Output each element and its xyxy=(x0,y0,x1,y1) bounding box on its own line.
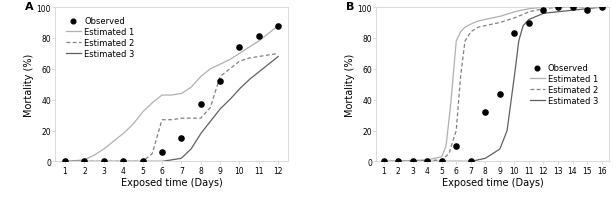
Observed xyxy=(177,137,186,140)
Estimated 1 xyxy=(131,121,138,124)
Observed xyxy=(423,160,432,163)
Estimated 3 xyxy=(406,160,413,163)
Estimated 2 xyxy=(274,53,282,55)
Estimated 3 xyxy=(274,56,282,58)
Estimated 3 xyxy=(62,160,69,163)
Estimated 1 xyxy=(538,7,545,9)
Observed xyxy=(118,160,128,163)
Estimated 1 xyxy=(215,64,223,67)
Estimated 2 xyxy=(216,76,224,79)
Estimated 1 xyxy=(540,7,547,9)
Observed xyxy=(254,36,264,39)
Observed xyxy=(196,103,205,106)
Estimated 1 xyxy=(598,7,605,9)
Observed xyxy=(138,160,148,163)
Estimated 3 xyxy=(131,160,138,163)
Line: Estimated 2: Estimated 2 xyxy=(384,8,601,162)
Estimated 2 xyxy=(555,7,562,9)
Observed xyxy=(215,80,225,83)
Line: Estimated 3: Estimated 3 xyxy=(65,57,278,162)
Observed xyxy=(582,9,592,13)
Estimated 2 xyxy=(131,160,138,163)
Observed xyxy=(273,25,283,28)
Observed xyxy=(437,160,446,163)
Line: Estimated 3: Estimated 3 xyxy=(384,8,601,162)
Estimated 1 xyxy=(196,78,203,80)
Estimated 1 xyxy=(451,59,458,62)
Estimated 1 xyxy=(216,64,224,66)
Line: Estimated 2: Estimated 2 xyxy=(65,54,278,162)
Line: Estimated 1: Estimated 1 xyxy=(65,26,278,162)
Estimated 2 xyxy=(406,160,413,163)
Estimated 1 xyxy=(406,160,413,162)
Text: A: A xyxy=(25,2,34,12)
Observed xyxy=(234,46,244,50)
Observed xyxy=(480,111,490,114)
Observed xyxy=(379,160,389,163)
Estimated 2 xyxy=(538,9,546,11)
Estimated 2 xyxy=(87,160,94,163)
Observed xyxy=(79,160,89,163)
Estimated 3 xyxy=(216,108,224,111)
Observed xyxy=(495,93,505,96)
Estimated 2 xyxy=(196,117,203,120)
Y-axis label: Mortality (%): Mortality (%) xyxy=(345,53,355,116)
Observed xyxy=(466,160,475,163)
Estimated 2 xyxy=(380,160,387,163)
Y-axis label: Mortality (%): Mortality (%) xyxy=(24,53,34,116)
Estimated 1 xyxy=(62,160,69,163)
Observed xyxy=(553,6,563,10)
Estimated 1 xyxy=(146,105,153,107)
Text: B: B xyxy=(346,2,354,12)
Estimated 3 xyxy=(538,14,546,16)
Estimated 3 xyxy=(146,160,153,163)
Estimated 3 xyxy=(87,160,94,163)
Legend: Observed, Estimated 1, Estimated 2, Estimated 3: Observed, Estimated 1, Estimated 2, Esti… xyxy=(64,15,136,61)
Estimated 2 xyxy=(598,7,605,9)
Estimated 1 xyxy=(380,160,387,163)
Estimated 3 xyxy=(598,7,605,9)
Observed xyxy=(393,160,403,163)
Estimated 1 xyxy=(466,24,474,27)
X-axis label: Exposed time (Days): Exposed time (Days) xyxy=(121,178,223,187)
Estimated 2 xyxy=(146,155,153,157)
Observed xyxy=(524,22,534,25)
Estimated 1 xyxy=(517,10,525,13)
Estimated 1 xyxy=(87,156,94,158)
Estimated 3 xyxy=(517,34,525,36)
Estimated 3 xyxy=(380,160,387,163)
Observed xyxy=(539,9,549,13)
X-axis label: Exposed time (Days): Exposed time (Days) xyxy=(442,178,544,187)
Observed xyxy=(99,160,109,163)
Observed xyxy=(451,145,461,148)
Observed xyxy=(509,33,519,36)
Estimated 3 xyxy=(196,135,203,138)
Estimated 2 xyxy=(466,33,474,35)
Observed xyxy=(597,6,606,10)
Estimated 3 xyxy=(466,160,474,163)
Estimated 1 xyxy=(538,7,546,9)
Estimated 2 xyxy=(62,160,69,163)
Estimated 2 xyxy=(215,80,223,82)
Estimated 3 xyxy=(451,160,458,163)
Estimated 2 xyxy=(451,135,458,137)
Observed xyxy=(568,6,577,10)
Estimated 3 xyxy=(215,110,223,112)
Estimated 1 xyxy=(274,25,282,28)
Estimated 2 xyxy=(517,15,525,17)
Estimated 3 xyxy=(538,14,545,17)
Observed xyxy=(408,160,418,163)
Legend: Observed, Estimated 1, Estimated 2, Estimated 3: Observed, Estimated 1, Estimated 2, Esti… xyxy=(528,62,600,107)
Observed xyxy=(60,160,70,163)
Observed xyxy=(157,151,167,154)
Line: Estimated 1: Estimated 1 xyxy=(384,8,601,162)
Estimated 2 xyxy=(538,9,545,11)
